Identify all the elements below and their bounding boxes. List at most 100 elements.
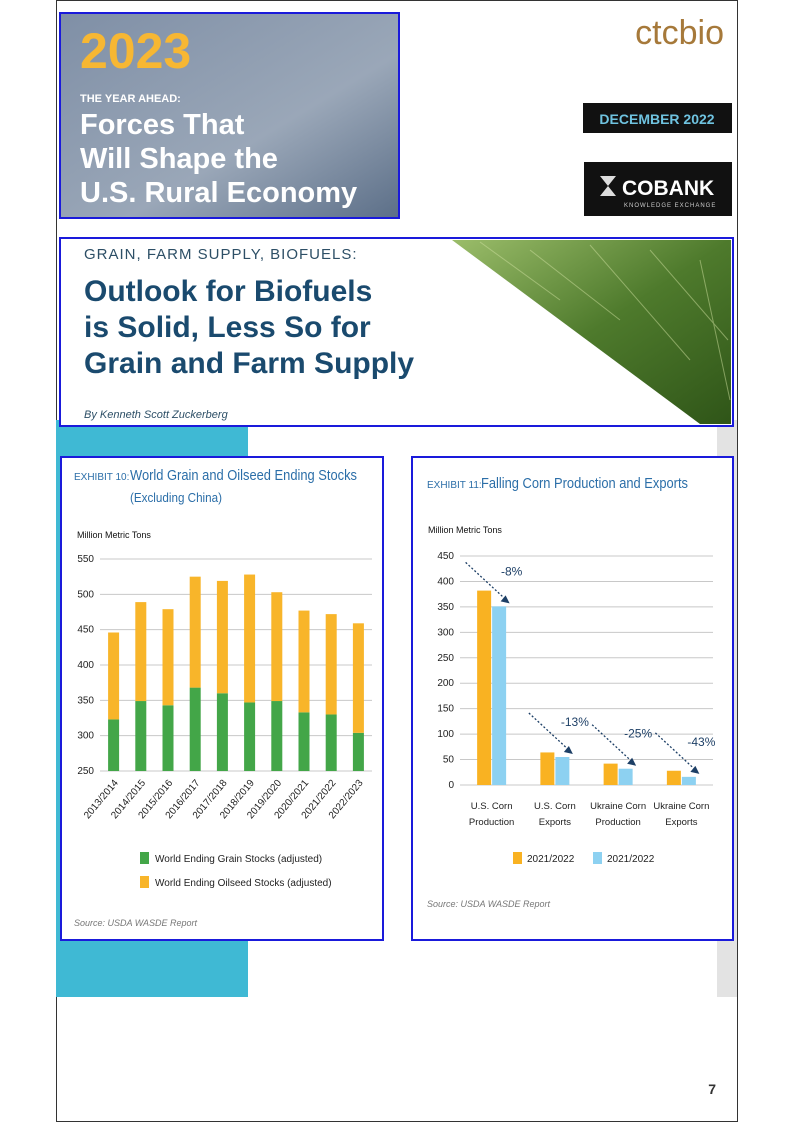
cobank: COBANK (622, 177, 714, 200)
banner-title: Grain and Farm Supply (84, 347, 414, 380)
bar-segment (108, 632, 120, 720)
source: Source: USDA WASDE Report (427, 899, 551, 909)
y-tick-label: 450 (437, 551, 454, 562)
x-tick-label: U.S. Corn Production (469, 801, 514, 828)
legend-label: 2021/2022 (607, 854, 655, 865)
bar-segment (216, 580, 228, 694)
bar-segment (244, 702, 256, 771)
x-tick-label: Ukraine Corn Production (590, 801, 646, 828)
bar (681, 776, 696, 785)
annotation: -8% (501, 564, 523, 578)
annotation: -13% (561, 715, 589, 729)
y-tick-label: 250 (77, 766, 94, 777)
bar-segment (216, 693, 228, 771)
header-title: Will Shape the (80, 143, 278, 175)
header-title: U.S. Rural Economy (80, 177, 357, 209)
exhibit-label: EXHIBIT 11: (427, 480, 482, 491)
legend-swatch (140, 876, 149, 888)
source: Source: USDA WASDE Report (74, 918, 198, 928)
bar (540, 752, 555, 785)
page-number: 7 (708, 1081, 716, 1097)
annotation-arrowhead (563, 746, 573, 755)
y-tick-label: 200 (437, 678, 454, 689)
legend-swatch (513, 852, 522, 864)
annotation-arrow (465, 561, 507, 600)
header-box (59, 12, 400, 219)
y-tick-label: 0 (448, 780, 454, 791)
bar-segment (298, 610, 310, 713)
y-tick-label: 300 (437, 627, 454, 638)
banner-title: is Solid, Less So for (84, 311, 371, 344)
bar (603, 763, 618, 785)
y-tick-label: 100 (437, 729, 454, 740)
y-tick-label: 50 (443, 755, 455, 766)
y-tick-label: 300 (77, 731, 94, 742)
bar (492, 606, 507, 785)
annotation-arrow (591, 724, 633, 763)
chart-box (411, 456, 734, 941)
bar-segment (325, 714, 337, 771)
legend-label: World Ending Oilseed Stocks (adjusted) (155, 878, 332, 889)
bar-segment (271, 592, 283, 702)
bar-segment (189, 576, 201, 688)
banner-title: Outlook for Biofuels (84, 275, 372, 308)
bar-segment (352, 623, 364, 733)
cobank-icon (600, 176, 616, 196)
kicker: THE YEAR AHEAD: (80, 93, 181, 105)
bar-segment (135, 701, 147, 771)
bar-segment (271, 701, 283, 771)
annotation-arrowhead (627, 757, 637, 766)
bar (555, 757, 570, 785)
y-tick-label: 450 (77, 625, 94, 636)
legend-swatch (593, 852, 602, 864)
cobank-tagline: KNOWLEDGE EXCHANGE (624, 203, 716, 209)
bar-segment (325, 614, 337, 715)
chart-subtitle: (Excluding China) (130, 490, 222, 505)
bar (618, 768, 633, 785)
year: 2023 (80, 23, 191, 79)
y-tick-label: 250 (437, 653, 454, 664)
bar (666, 770, 681, 785)
chart-title: Falling Corn Production and Exports (481, 475, 688, 492)
byline: By Kenneth Scott Zuckerberg (84, 409, 229, 421)
x-tick-label: U.S. Corn Exports (534, 801, 576, 828)
bar-segment (244, 574, 256, 703)
annotation-arrow (528, 712, 570, 751)
y-axis-label: Million Metric Tons (77, 530, 151, 540)
bar-segment (162, 705, 174, 771)
date: DECEMBER 2022 (599, 111, 714, 127)
x-tick-label: Ukraine Corn Exports (653, 801, 709, 828)
y-tick-label: 550 (77, 554, 94, 565)
bar-segment (189, 687, 201, 771)
y-tick-label: 350 (437, 602, 454, 613)
bar (477, 590, 492, 785)
y-axis-label: Million Metric Tons (428, 525, 502, 535)
banner-kicker: GRAIN, FARM SUPPLY, BIOFUELS: (84, 246, 358, 263)
exhibit-label: EXHIBIT 10: (74, 472, 129, 483)
annotation: -43% (687, 735, 715, 749)
legend-label: 2021/2022 (527, 854, 575, 865)
y-tick-label: 400 (437, 576, 454, 587)
legend-swatch (140, 852, 149, 864)
legend-label: World Ending Grain Stocks (adjusted) (155, 854, 322, 865)
logo: ctcbio (635, 14, 724, 52)
annotation: -25% (624, 727, 652, 741)
bar-segment (298, 712, 310, 771)
chart-title: World Grain and Oilseed Ending Stocks (130, 467, 357, 484)
y-tick-label: 150 (437, 704, 454, 715)
header-title: Forces That (80, 109, 245, 141)
corn-leaves (479, 241, 731, 401)
cornfield (452, 240, 731, 424)
y-tick-label: 400 (77, 660, 94, 671)
bar-segment (352, 732, 364, 771)
annotation-arrowhead (690, 765, 700, 774)
bar-segment (135, 602, 147, 702)
y-tick-label: 350 (77, 695, 94, 706)
annotation-arrowhead (500, 595, 510, 604)
bar-segment (162, 609, 174, 706)
date-box (583, 103, 732, 133)
annotation-arrow (654, 732, 696, 771)
y-tick-label: 500 (77, 589, 94, 600)
bar-segment (108, 719, 120, 771)
